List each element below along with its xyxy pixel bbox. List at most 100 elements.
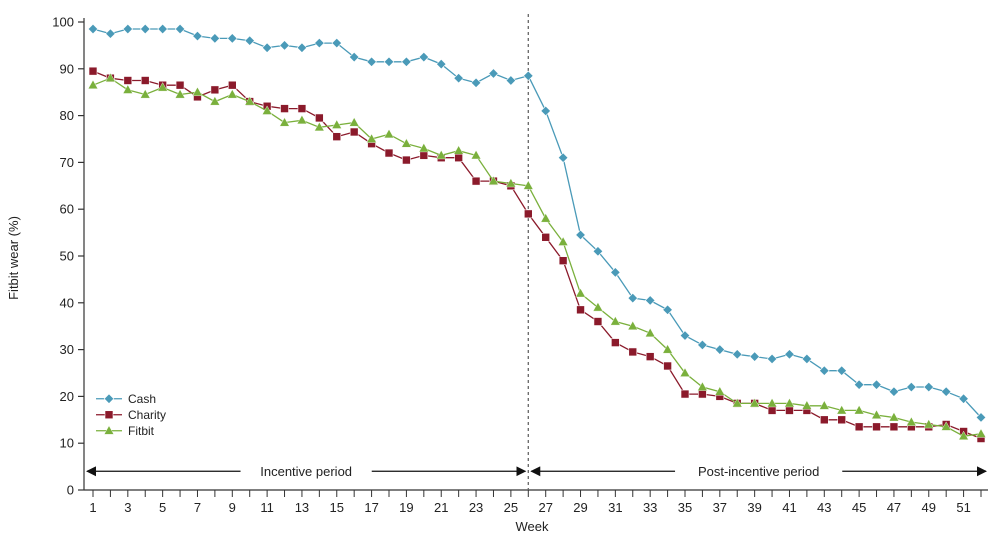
data-point-fitbit <box>645 327 656 338</box>
x-tick-label: 7 <box>194 500 201 515</box>
x-tick-label: 15 <box>330 500 344 515</box>
data-point-charity <box>576 305 585 315</box>
data-point-charity <box>611 338 620 347</box>
x-tick-label: 13 <box>295 500 309 515</box>
data-point-fitbit <box>401 138 412 148</box>
data-point-charity <box>767 406 777 415</box>
y-tick-label: 70 <box>60 155 74 170</box>
data-point-fitbit <box>836 405 847 415</box>
x-tick-label: 19 <box>399 500 413 515</box>
data-point-charity <box>872 422 881 432</box>
series-line-charity <box>92 70 982 440</box>
data-point-fitbit <box>122 84 133 94</box>
data-point-cash <box>975 412 987 423</box>
data-point-charity <box>837 415 847 425</box>
data-point-charity <box>123 76 133 85</box>
x-tick-label: 9 <box>229 500 236 515</box>
data-point-cash <box>732 349 743 360</box>
x-tick-label: 49 <box>922 500 936 515</box>
data-point-fitbit <box>906 416 917 426</box>
data-point-fitbit <box>540 213 551 223</box>
data-point-fitbit <box>853 405 865 415</box>
period-annotations: Incentive period Post-incentive period <box>86 464 987 479</box>
data-point-charity <box>854 422 864 432</box>
data-point-fitbit <box>470 149 482 160</box>
data-point-fitbit <box>105 72 116 82</box>
data-point-cash <box>296 42 308 53</box>
legend-marker-charity <box>104 410 114 420</box>
data-point-cash <box>366 56 377 68</box>
data-point-cash <box>557 152 569 163</box>
data-point-fitbit <box>209 96 221 106</box>
data-point-charity <box>541 232 551 242</box>
legend: Cash Charity Fitbit <box>96 392 166 438</box>
data-point-fitbit <box>749 398 760 408</box>
y-tick-label: 30 <box>60 342 74 357</box>
data-point-charity <box>785 406 794 415</box>
data-point-cash <box>766 353 778 365</box>
x-tick-label: 41 <box>782 500 796 515</box>
data-point-charity <box>315 113 324 123</box>
data-point-cash <box>853 379 865 390</box>
series-line-fitbit <box>92 77 982 437</box>
data-point-fitbit <box>958 430 969 440</box>
data-point-cash <box>505 75 517 86</box>
data-point-charity <box>175 80 185 90</box>
data-point-cash <box>453 72 464 84</box>
y-tick-label: 100 <box>52 15 74 30</box>
data-point-fitbit <box>227 89 238 99</box>
series-charity <box>88 66 986 443</box>
data-point-cash <box>801 353 813 365</box>
data-point-fitbit <box>557 236 569 246</box>
data-point-cash <box>819 365 830 376</box>
y-tick-label: 20 <box>60 389 74 404</box>
data-point-cash <box>244 35 255 46</box>
data-point-fitbit <box>888 412 900 422</box>
data-point-cash <box>209 33 221 44</box>
data-point-fitbit <box>140 89 151 99</box>
data-point-fitbit <box>610 316 621 326</box>
data-point-fitbit <box>523 180 534 190</box>
data-point-fitbit <box>261 105 273 115</box>
data-point-fitbit <box>244 96 255 106</box>
x-tick-label: 11 <box>260 500 274 515</box>
data-point-cash <box>401 56 412 68</box>
data-point-cash <box>470 77 482 89</box>
data-point-fitbit <box>279 117 290 127</box>
data-point-fitbit <box>349 117 360 127</box>
x-tick-label: 17 <box>364 500 378 515</box>
y-tick-label: 80 <box>60 108 74 123</box>
series-cash <box>87 23 987 423</box>
data-point-charity <box>454 153 463 163</box>
data-point-charity <box>227 80 237 90</box>
x-tick-label: 29 <box>573 500 587 515</box>
x-axis-title: Week <box>516 519 549 534</box>
data-point-cash <box>749 351 760 362</box>
data-point-fitbit <box>453 145 464 155</box>
data-point-fitbit <box>174 89 186 99</box>
data-point-cash <box>157 23 168 35</box>
data-point-cash <box>418 51 430 63</box>
data-point-fitbit <box>488 175 499 185</box>
data-point-charity <box>88 66 98 76</box>
data-point-fitbit <box>697 381 708 391</box>
data-point-charity <box>402 155 411 165</box>
data-point-cash <box>923 381 934 393</box>
data-point-charity <box>471 176 481 186</box>
series-fitbit <box>87 72 987 440</box>
data-point-charity <box>680 389 690 399</box>
data-point-fitbit <box>941 421 952 431</box>
data-point-fitbit <box>575 288 586 298</box>
legend-marker-fitbit <box>103 425 115 435</box>
data-point-fitbit <box>923 419 934 429</box>
data-point-cash <box>784 349 795 360</box>
data-point-cash <box>662 304 673 316</box>
data-point-cash <box>331 37 342 49</box>
y-tick-label: 90 <box>60 61 74 76</box>
data-point-fitbit <box>627 320 638 330</box>
data-point-charity <box>819 415 829 425</box>
data-point-charity <box>332 132 342 141</box>
y-tick-label: 40 <box>60 295 74 310</box>
